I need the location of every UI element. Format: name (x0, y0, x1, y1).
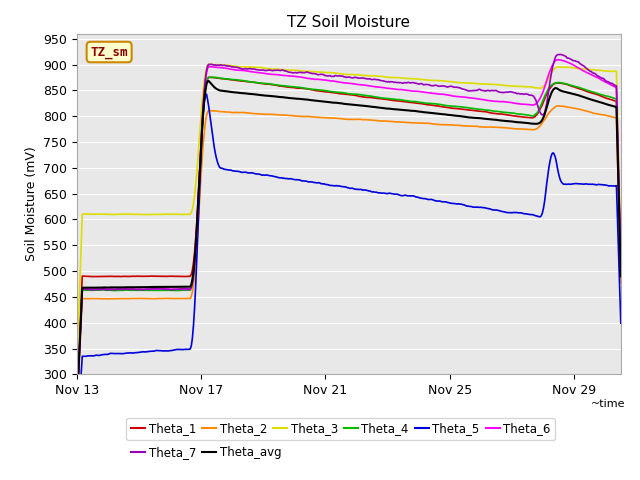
Text: ~time: ~time (591, 399, 625, 409)
Legend: Theta_7, Theta_avg: Theta_7, Theta_avg (126, 442, 286, 464)
Y-axis label: Soil Moisture (mV): Soil Moisture (mV) (24, 146, 38, 262)
Text: TZ_sm: TZ_sm (90, 46, 128, 59)
Title: TZ Soil Moisture: TZ Soil Moisture (287, 15, 410, 30)
